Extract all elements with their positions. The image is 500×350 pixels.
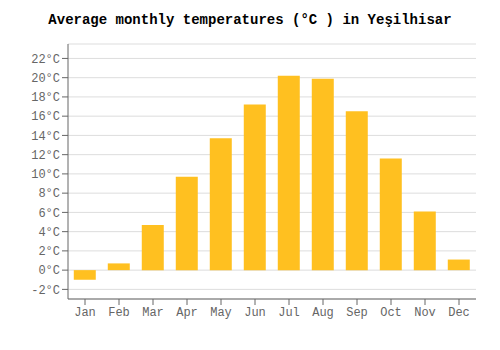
svg-text:Aug: Aug xyxy=(312,306,334,320)
svg-text:10°C: 10°C xyxy=(31,168,60,182)
svg-text:12°C: 12°C xyxy=(31,149,60,163)
svg-text:Feb: Feb xyxy=(108,306,130,320)
svg-text:22°C: 22°C xyxy=(31,53,60,67)
svg-text:16°C: 16°C xyxy=(31,110,60,124)
svg-text:Dec: Dec xyxy=(448,306,470,320)
svg-text:Oct: Oct xyxy=(380,306,402,320)
svg-text:Apr: Apr xyxy=(176,306,198,320)
html-text:Average monthly temperatures (: Average monthly temperatures (°C ) in Ye… xyxy=(48,12,452,28)
svg-text:Jan: Jan xyxy=(74,306,96,320)
svg-text:Jun: Jun xyxy=(244,306,266,320)
svg-text:0°C: 0°C xyxy=(38,264,60,278)
svg-text:6°C: 6°C xyxy=(38,207,60,221)
svg-text:20°C: 20°C xyxy=(31,72,60,86)
svg-text:Jul: Jul xyxy=(278,306,300,320)
svg-text:8°C: 8°C xyxy=(38,187,60,201)
svg-text:4°C: 4°C xyxy=(38,226,60,240)
svg-text:18°C: 18°C xyxy=(31,91,60,105)
svg-text:14°C: 14°C xyxy=(31,130,60,144)
svg-text:Sep: Sep xyxy=(346,306,368,320)
svg-text:Mar: Mar xyxy=(142,306,164,320)
svg-text:Nov: Nov xyxy=(414,306,436,320)
svg-text:May: May xyxy=(210,306,232,320)
svg-text:2°C: 2°C xyxy=(38,245,60,259)
svg-text:-2°C: -2°C xyxy=(31,284,60,298)
